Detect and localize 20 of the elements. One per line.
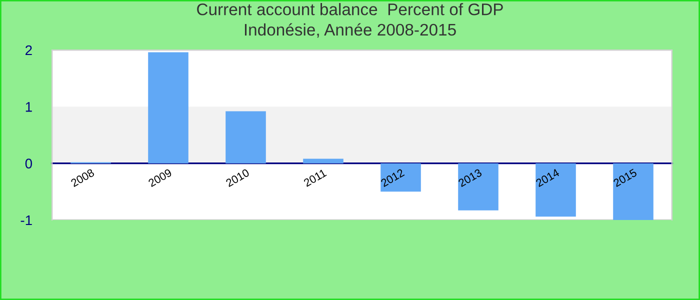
x-tick-label: 2009 xyxy=(148,168,172,188)
x-tick-label: 2011 xyxy=(303,168,327,187)
x-tick-label: 2008 xyxy=(70,168,95,188)
x-tick-label: 2010 xyxy=(225,168,250,188)
x-tick-label: 2014 xyxy=(535,168,560,188)
bar xyxy=(226,111,266,164)
bar xyxy=(536,163,576,217)
y-tick-label: 2 xyxy=(26,45,32,56)
chart-title: Current account balance Percent of GDP Indonésie, Année 2008-2015 xyxy=(197,3,503,38)
bar xyxy=(148,52,188,164)
bar xyxy=(458,163,498,210)
y-tick-label: 1 xyxy=(26,102,32,112)
x-tick-label: 2015 xyxy=(612,168,638,188)
y-tick-label: 0 xyxy=(25,158,32,169)
bar xyxy=(380,163,421,192)
y-tick-label: -1 xyxy=(20,215,32,226)
x-tick-label: 2013 xyxy=(458,168,482,188)
bar xyxy=(303,158,344,164)
bar xyxy=(613,163,654,220)
x-tick-label: 2012 xyxy=(380,168,405,188)
